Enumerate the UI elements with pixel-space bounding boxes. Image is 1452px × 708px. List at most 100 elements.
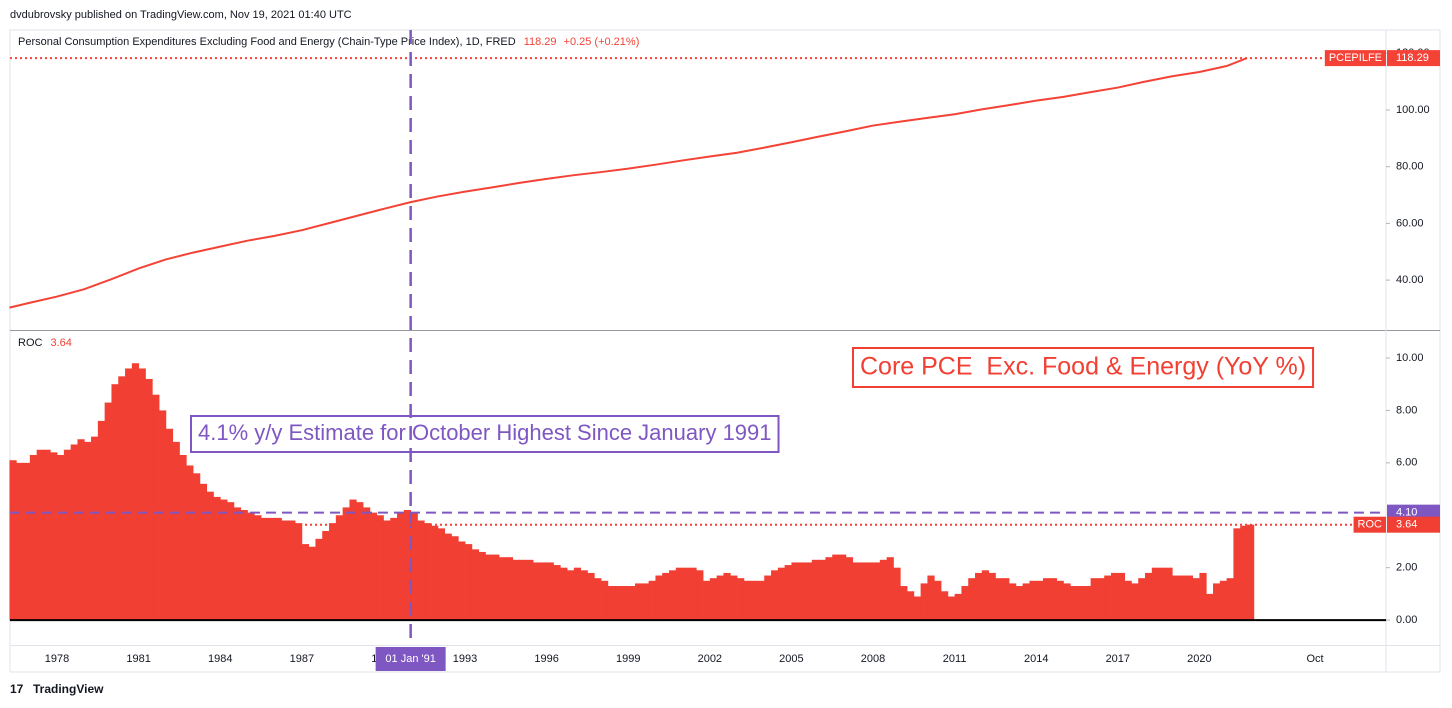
roc-bar: [907, 591, 915, 621]
roc-bar: [36, 449, 44, 621]
roc-bar: [247, 512, 255, 621]
roc-bar: [805, 562, 813, 621]
roc-bar: [227, 502, 235, 621]
roc-bar: [1029, 580, 1037, 621]
roc-bar: [1056, 580, 1064, 621]
roc-bar: [111, 384, 119, 621]
roc-bar: [879, 559, 888, 621]
roc-bar: [1015, 586, 1024, 621]
roc-bar: [199, 483, 208, 621]
roc-bar: [465, 544, 473, 621]
roc-bar: [567, 570, 575, 621]
roc-bar: [84, 441, 92, 621]
roc-bar: [716, 575, 724, 621]
roc-bar: [1199, 572, 1207, 621]
roc-bar: [363, 507, 371, 621]
roc-bar: [791, 562, 799, 621]
roc-bar: [410, 512, 418, 621]
roc-bar: [757, 580, 765, 621]
roc-bar: [1206, 593, 1214, 621]
price-tag-name-bg: [1353, 516, 1386, 533]
roc-bar: [1151, 567, 1160, 621]
roc-bar: [138, 368, 146, 621]
roc-bar: [954, 593, 962, 621]
frame: [9, 29, 1441, 673]
roc-bar: [1240, 525, 1248, 621]
roc-bar: [1036, 580, 1044, 621]
roc-bar: [233, 507, 242, 621]
x-tick-label: 2014: [1024, 653, 1048, 665]
roc-bar: [152, 394, 160, 621]
roc-bar: [669, 570, 677, 621]
price-tag-name-bg: [1324, 50, 1386, 67]
roc-bar: [1083, 586, 1092, 621]
x-tick-label: 2017: [1106, 653, 1130, 665]
roc-bar: [981, 570, 990, 621]
roc-bar: [1192, 578, 1200, 621]
roc-bar: [1111, 572, 1119, 621]
roc-bar: [553, 565, 561, 621]
roc-bar: [886, 557, 894, 621]
roc-bar: [682, 567, 690, 621]
x-tick-label: 2020: [1187, 653, 1211, 665]
roc-bar: [159, 410, 167, 621]
roc-bar: [614, 586, 622, 621]
roc-bar: [9, 460, 17, 621]
annotation-box: [852, 347, 1315, 388]
roc-bar: [29, 454, 38, 621]
roc-bar: [648, 580, 656, 621]
roc-bar: [968, 578, 976, 621]
roc-bar: [709, 578, 718, 621]
roc-bar: [471, 549, 480, 621]
roc-bar: [811, 559, 820, 621]
x-tick-label: 1993: [453, 653, 477, 665]
roc-bar: [621, 586, 629, 621]
x-tick-label: 1999: [616, 653, 640, 665]
y-tick-label: 10.00: [1396, 352, 1424, 364]
roc-bar: [70, 444, 78, 621]
roc-bar: [1117, 572, 1126, 621]
series-title: ROC: [18, 337, 43, 349]
roc-bar: [771, 570, 779, 621]
y-tick-label: 6.00: [1396, 457, 1417, 469]
roc-bar: [594, 578, 602, 621]
roc-bar: [845, 557, 854, 621]
price-tag-name: PCEPILFE: [1329, 52, 1382, 64]
roc-bar: [23, 462, 31, 621]
roc-bar: [240, 510, 248, 621]
roc-bar: [825, 557, 833, 621]
roc-bar: [675, 567, 684, 621]
roc-bar: [601, 580, 609, 621]
roc-bar: [403, 510, 412, 621]
roc-bar: [737, 578, 745, 621]
y-tick-label: 0.00: [1396, 614, 1417, 626]
roc-bar: [641, 583, 650, 621]
y-tick-label: 40.00: [1396, 274, 1424, 286]
roc-bar: [417, 520, 425, 621]
price-line: [9, 57, 1248, 309]
roc-bar: [322, 530, 330, 621]
roc-bar: [220, 499, 228, 621]
roc-bar: [988, 572, 996, 621]
roc-bar: [512, 559, 520, 621]
roc-bar: [1172, 575, 1180, 621]
y-tick-label: 2.00: [1396, 562, 1417, 574]
y-tick-label: 80.00: [1396, 161, 1424, 173]
price-tag-name: ROC: [1358, 519, 1383, 531]
roc-bar: [764, 575, 772, 621]
roc-bar: [927, 575, 935, 621]
y-tick-label: 8.00: [1396, 404, 1417, 416]
roc-bar: [941, 591, 949, 621]
roc-bar: [390, 517, 398, 621]
roc-bar: [186, 465, 194, 621]
roc-bar: [1063, 583, 1071, 621]
roc-bar: [539, 562, 548, 621]
x-tick-label: 1996: [534, 653, 558, 665]
roc-bar: [893, 567, 901, 621]
x-tick-label: 1987: [290, 653, 314, 665]
roc-bar: [444, 533, 452, 621]
roc-bar: [628, 586, 636, 621]
roc-bar: [852, 562, 860, 621]
roc-bar: [131, 363, 140, 621]
